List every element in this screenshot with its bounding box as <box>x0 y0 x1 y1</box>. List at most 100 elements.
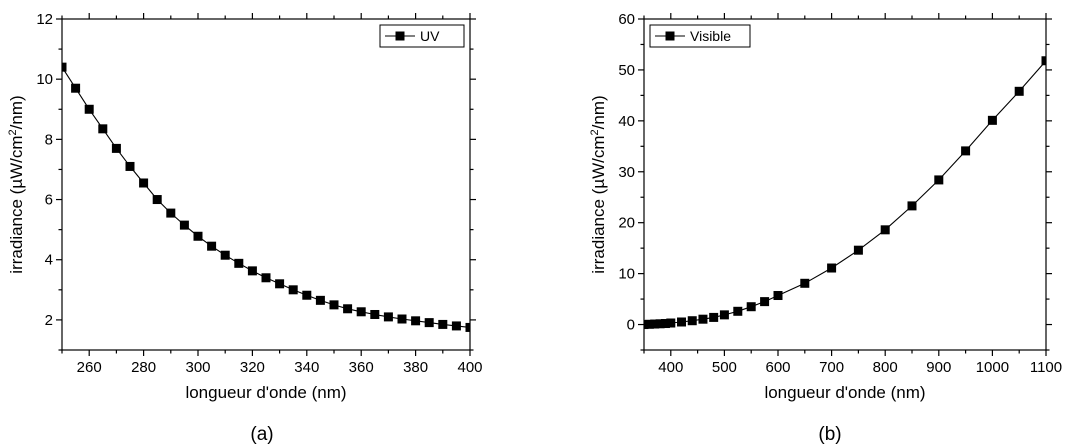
data-point <box>62 62 67 72</box>
legend-marker <box>665 31 675 41</box>
data-point <box>650 319 660 329</box>
series-line-uv <box>62 66 470 328</box>
x-tick-label: 380 <box>403 359 428 376</box>
data-point <box>465 322 470 332</box>
data-point <box>397 314 407 324</box>
legend-box <box>649 24 751 48</box>
data-point <box>343 304 353 314</box>
y-axis-label-part: /nm) <box>7 95 26 129</box>
x-tick-label: 1000 <box>976 359 1009 376</box>
data-point <box>329 300 339 310</box>
data-point <box>98 124 108 134</box>
x-tick-label: 700 <box>819 359 844 376</box>
x-axis-label: longueur d'onde (nm) <box>185 383 346 402</box>
data-point <box>84 104 94 114</box>
x-tick-label: 260 <box>77 359 102 376</box>
data-point <box>687 316 697 326</box>
x-tick-label: 1100 <box>1030 359 1062 376</box>
data-point <box>907 201 917 211</box>
data-point <box>1041 56 1046 66</box>
data-point <box>356 307 366 317</box>
y-tick-label: 60 <box>618 11 635 28</box>
x-tick-label: 400 <box>658 359 683 376</box>
x-tick-label: 900 <box>926 359 951 376</box>
series-group <box>644 56 1046 330</box>
data-point <box>961 146 971 156</box>
x-tick-label: 320 <box>240 359 265 376</box>
legend: Visible <box>649 24 751 48</box>
series-line-visible <box>644 60 1046 326</box>
data-point <box>644 319 654 329</box>
series-group <box>62 62 470 332</box>
legend-label: Visible <box>690 28 731 44</box>
y-tick-label: 20 <box>618 215 635 232</box>
data-point <box>207 241 217 251</box>
y-axis-label-part: irradiance (µW/cm <box>589 135 608 273</box>
y-tick-label: 40 <box>618 113 635 130</box>
data-point <box>315 295 325 305</box>
x-tick-label: 340 <box>294 359 319 376</box>
x-tick-label: 280 <box>131 359 156 376</box>
data-point <box>677 317 687 327</box>
data-point <box>880 225 890 235</box>
data-point <box>71 83 81 93</box>
data-point <box>179 220 189 230</box>
y-tick-label: 8 <box>45 131 53 148</box>
chart-b-visible-irradiance: 400 500 600 700 800 900 1000 1100 0 10 20 30 40 50 60 l… <box>589 11 1062 445</box>
y-tick-label: 10 <box>36 71 53 88</box>
data-point <box>261 273 271 283</box>
data-point <box>800 278 810 288</box>
data-point <box>934 175 944 185</box>
x-tick-label: 400 <box>457 359 482 376</box>
x-tick-label: 800 <box>873 359 898 376</box>
data-point <box>660 319 670 329</box>
data-point <box>152 195 162 205</box>
data-point <box>247 266 257 276</box>
data-point <box>773 291 783 301</box>
data-point <box>302 290 312 300</box>
data-point <box>438 319 448 329</box>
y-tick-label: 2 <box>45 312 53 329</box>
data-point <box>234 258 244 268</box>
data-point <box>139 178 149 188</box>
data-point <box>411 316 421 326</box>
y-tick-label: 50 <box>618 62 635 79</box>
y-tick-label: 30 <box>618 164 635 181</box>
data-point <box>827 263 837 273</box>
data-point <box>111 143 121 153</box>
data-point <box>383 312 393 322</box>
y-axis-label-superscript: 2 <box>7 129 19 135</box>
y-tick-label: 4 <box>45 252 53 269</box>
y-tick-label: 0 <box>627 317 635 334</box>
x-tick-label: 500 <box>712 359 737 376</box>
data-point <box>424 318 434 328</box>
x-axis-label: longueur d'onde (nm) <box>764 383 925 402</box>
y-tick-label: 10 <box>618 266 635 283</box>
data-point <box>125 161 135 171</box>
data-point <box>655 319 665 329</box>
data-point <box>746 302 756 312</box>
figure-caption: (b) <box>818 424 841 445</box>
data-point <box>193 231 203 241</box>
legend-label: UV <box>420 28 440 44</box>
data-point <box>288 285 298 295</box>
data-point <box>166 208 176 218</box>
data-point <box>275 279 285 289</box>
data-point <box>987 115 997 125</box>
y-axis-label: irradiance (µW/cm2/nm) <box>589 95 608 273</box>
data-point <box>760 297 770 307</box>
figure-caption: (a) <box>250 424 273 445</box>
data-point <box>698 314 708 324</box>
legend: UV <box>379 24 465 48</box>
chart-a-uv-irradiance: 260 280 300 320 340 360 380 400 2 4 6 8 10 12 longueur… <box>7 11 483 445</box>
x-tick-label: 360 <box>349 359 374 376</box>
y-tick-label: 6 <box>45 192 53 209</box>
y-axis-label-part: irradiance (µW/cm <box>7 135 26 273</box>
data-point <box>719 310 729 320</box>
data-point <box>1014 86 1024 96</box>
y-axis-label-superscript: 2 <box>589 129 601 135</box>
data-point <box>709 312 719 322</box>
y-axis-label: irradiance (µW/cm2/nm) <box>7 95 26 273</box>
x-tick-label: 300 <box>185 359 210 376</box>
